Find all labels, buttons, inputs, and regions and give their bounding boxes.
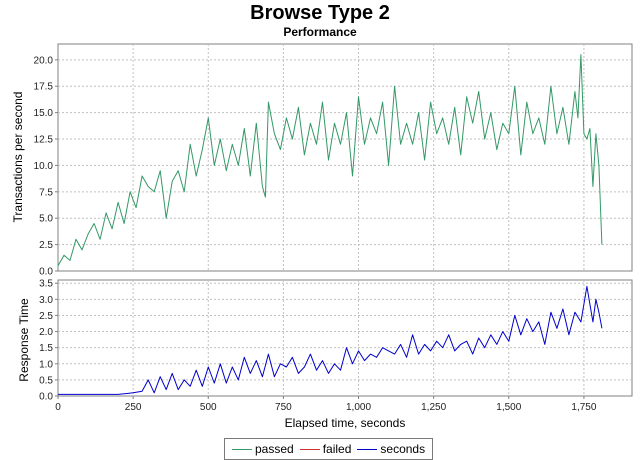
chart-title: Browse Type 2 <box>250 2 390 24</box>
tps-y-tick-label: 7.5 <box>39 187 53 198</box>
tps-y-tick-label: 10.0 <box>34 161 54 172</box>
tps-plot-area <box>57 43 633 272</box>
legend-swatch-failed <box>299 448 320 450</box>
legend-label-passed: passed <box>255 442 294 456</box>
rt-plot-area <box>57 279 633 397</box>
x-axis-label: Elapsed time, seconds <box>285 416 406 430</box>
rt-y-tick-label: 2.5 <box>39 311 53 322</box>
tps-y-tick-label: 15.0 <box>34 108 54 119</box>
series-line-passed <box>57 54 603 266</box>
rt-y-tick-label: 0.5 <box>39 375 53 386</box>
rt-y-tick-label: 3.5 <box>39 279 53 290</box>
tps-y-tick-label: 17.5 <box>34 82 54 93</box>
tps-y-tick-label: 12.5 <box>34 135 54 146</box>
tps-y-tick-label: 20.0 <box>34 55 54 66</box>
legend-swatch-passed <box>232 448 252 450</box>
x-tick-label: 1,250 <box>421 402 446 413</box>
x-tick-label: 0 <box>55 402 61 413</box>
legend-swatch-seconds <box>357 448 378 450</box>
legend-item-passed: passed <box>232 442 294 456</box>
rt-y-tick-label: 3.0 <box>39 295 53 306</box>
tps-y-tick-label: 5.0 <box>39 214 53 225</box>
legend-label-seconds: seconds <box>380 442 426 456</box>
legend-label-failed: failed <box>322 442 352 456</box>
series-line-seconds <box>58 285 603 395</box>
rt-y-tick-label: 0.0 <box>39 392 53 403</box>
x-tick-label: 750 <box>275 402 292 413</box>
rt-y-tick-label: 1.5 <box>39 343 53 354</box>
chart-subtitle: Performance <box>283 25 357 39</box>
response-time-panel: 0.0 0.5 1.0 1.5 2.0 2.5 3.0 3.5 <box>39 279 633 403</box>
rt-y-tick-label: 2.0 <box>39 327 53 338</box>
legend: passed failed seconds <box>224 438 434 460</box>
tps-y-tick-label: 0.0 <box>39 267 53 278</box>
legend-item-seconds: seconds <box>357 442 425 456</box>
response-time-y-axis-label: Response Time <box>17 298 31 382</box>
x-tick-label: 250 <box>125 402 142 413</box>
tps-y-tick-label: 2.5 <box>39 240 53 251</box>
x-tick-label: 1,750 <box>571 402 596 413</box>
x-tick-label: 500 <box>200 402 217 413</box>
x-tick-label: 1,500 <box>496 402 521 413</box>
tps-y-axis-label: Transactions per second <box>11 92 25 223</box>
x-tick-label: 1,000 <box>346 402 371 413</box>
legend-item-failed: failed <box>299 442 352 456</box>
tps-panel: 0.0 2.5 5.0 7.5 10.0 12.5 15.0 17.5 20.0 <box>34 43 633 278</box>
x-axis: 0 250 500 750 1,000 1,250 1,500 1,750 <box>55 396 597 413</box>
rt-y-tick-label: 1.0 <box>39 359 53 370</box>
